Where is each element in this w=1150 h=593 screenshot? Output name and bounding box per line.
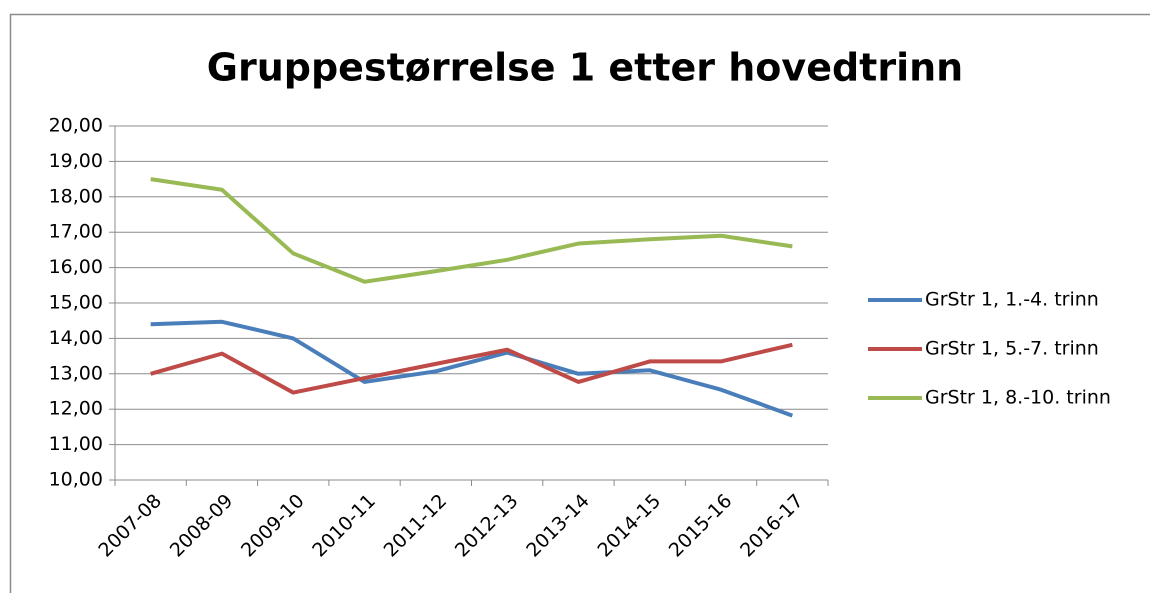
y-tick-label: 17,00 — [49, 221, 103, 243]
chart-frame — [9, 13, 1150, 593]
series-line — [150, 319, 794, 418]
y-tick-label: 11,00 — [49, 433, 103, 455]
y-tick-label: 19,00 — [49, 150, 103, 172]
series-line — [150, 177, 793, 284]
y-tick-label: 14,00 — [49, 327, 103, 349]
y-tick-label: 20,00 — [49, 115, 103, 137]
x-tick-label: 2010-11 — [308, 490, 380, 562]
y-tick-label: 16,00 — [49, 256, 103, 278]
x-tick-label: 2016-17 — [736, 490, 808, 562]
chart-title: Gruppestørrelse 1 etter hovedtrinn — [207, 46, 963, 90]
y-tick-label: 13,00 — [49, 362, 103, 384]
y-tick-label: 15,00 — [49, 292, 103, 314]
x-tick-label: 2012-13 — [451, 490, 523, 562]
legend-label: GrStr 1, 5.-7. trinn — [925, 338, 1099, 360]
x-tick-label: 2014-15 — [593, 490, 665, 562]
x-tick-label: 2011-12 — [380, 490, 452, 562]
legend-label: GrStr 1, 1.-4. trinn — [925, 289, 1099, 311]
series-line — [150, 342, 793, 395]
legend-label: GrStr 1, 8.-10. trinn — [925, 387, 1111, 409]
x-tick-label: 2009-10 — [237, 490, 309, 562]
y-tick-label: 10,00 — [49, 469, 103, 491]
x-tick-label: 2013-14 — [522, 490, 594, 562]
y-tick-label: 18,00 — [49, 185, 103, 207]
x-tick-label: 2007-08 — [94, 490, 166, 562]
x-tick-label: 2008-09 — [166, 490, 238, 562]
x-tick-label: 2015-16 — [665, 490, 737, 562]
y-tick-label: 12,00 — [49, 398, 103, 420]
